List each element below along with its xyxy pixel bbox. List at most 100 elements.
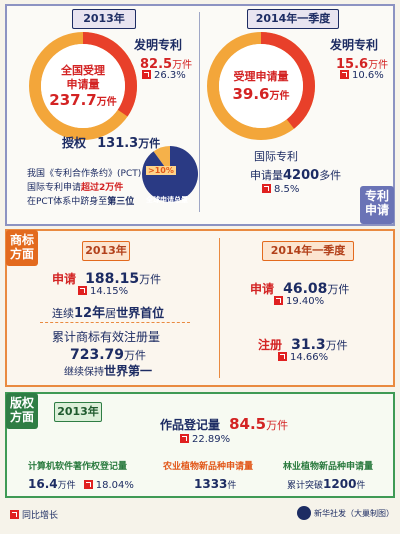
patent-2013-pct-l3b: 第三位 (107, 197, 135, 207)
trademark-2013-reg-label: 累计商标有效注册量 (52, 330, 161, 344)
copyright-software-growth: 18.04% (95, 480, 134, 491)
copyright-tag: 版权方面 (6, 393, 38, 429)
patent-2013-grant-label: 授权 (62, 136, 87, 150)
copyright-software-value: 16.4 (28, 477, 58, 491)
trademark-2013-reg-value: 723.79 (70, 347, 125, 363)
footer-legend-label: 同比增长 (22, 511, 59, 521)
patent-2014-intl-growth: 8.5% (274, 184, 300, 195)
patent-tag: 专利申请 (360, 186, 394, 224)
patent-2013-invent-value-row: 82.5万件 (140, 53, 192, 72)
patent-2013-grant-row: 授权 131.3万件 (62, 132, 160, 151)
patent-2014-intl-l2: 申请量4200多件 (250, 164, 341, 183)
patent-2013-ring-value-row: 237.7万件 (27, 90, 139, 109)
copyright-forest-value: 1200 (323, 477, 357, 491)
patent-divider (199, 12, 200, 212)
copyright-software-title: 计算机软件著作权登记量 (28, 462, 128, 472)
patent-2013-pct-l2: 国际专利申请超过2万件 (27, 180, 123, 193)
patent-2013-pct-l1: 我国《专利合作条约》(PCT) (27, 169, 142, 179)
trademark-2013-apply-label: 申请 (52, 272, 77, 286)
patent-2013-invent-growth-row: 26.3% (142, 70, 186, 81)
copyright-forest-row: 累计突破1200件 (287, 473, 365, 492)
copyright-software-row: 16.4万件 18.04% (28, 473, 134, 492)
trademark-2013-year: 2013年 (82, 241, 130, 261)
growth-up-icon (180, 434, 189, 443)
patent-2013-ring-value: 237.7 (49, 91, 97, 109)
growth-up-icon (340, 70, 349, 79)
copyright-works-row: 作品登记量 84.5万件 (160, 414, 288, 433)
footer-credit: 新华社发（大巢制图） (314, 509, 394, 518)
trademark-2014-year: 2014年一季度 (262, 241, 354, 261)
trademark-2013-keep-row: 继续保持世界第一 (64, 362, 152, 379)
growth-up-icon (142, 70, 151, 79)
growth-up-icon (262, 184, 271, 193)
copyright-software-growth-row: 18.04% (83, 480, 134, 491)
copyright-forest-unit: 件 (356, 481, 366, 491)
trademark-2013-rank-c: 居 (105, 307, 117, 320)
trademark-2014-apply-unit: 万件 (327, 283, 350, 296)
copyright-works-growth-row: 22.89% (180, 434, 230, 445)
copyright-works-unit: 万件 (266, 419, 289, 432)
copyright-plant-title: 农业植物新品种申请量 (163, 462, 254, 472)
patent-2014-intl-growth-row: 8.5% (262, 184, 299, 195)
patent-2013-invent-unit: 万件 (172, 60, 193, 71)
trademark-2014-reg-row: 注册 31.3万件 (258, 334, 348, 353)
patent-2014-year: 2014年一季度 (247, 9, 339, 29)
patent-2013-invent-growth: 26.3% (154, 70, 186, 81)
trademark-2013-apply-row: 申请 188.15万件 (52, 268, 161, 287)
patent-2013-pct-l3a: 在PCT体系中跻身至 (27, 197, 108, 207)
patent-2013-invent-title: 发明专利 (134, 38, 183, 52)
patent-2014-invent-unit: 万件 (368, 60, 389, 71)
trademark-2013-reg-unit: 万件 (124, 349, 147, 362)
copyright-forest-title: 林业植物新品种申请量 (283, 462, 374, 472)
trademark-2013-apply-value: 188.15 (85, 271, 140, 287)
patent-2014-ring (207, 32, 315, 140)
trademark-divider (219, 238, 220, 378)
patent-2013-pct-l2b: 超过2万件 (81, 183, 124, 193)
trademark-2014-reg-value: 31.3 (291, 337, 326, 353)
patent-2013-ring-l2: 申请量 (66, 78, 100, 91)
trademark-2014-reg-label: 注册 (258, 338, 283, 352)
growth-up-icon (274, 296, 283, 305)
trademark-2013-separator (40, 322, 190, 323)
copyright-plant-row: 1333件 (194, 473, 236, 492)
xinhua-logo (297, 506, 311, 520)
copyright-software-unit: 万件 (57, 481, 76, 491)
patent-2013-ring (29, 32, 137, 140)
copyright-plant-value: 1333 (194, 477, 228, 491)
patent-2013-ring-l1: 全国受理 (61, 64, 105, 77)
trademark-2014-apply-growth: 19.40% (286, 296, 325, 307)
trademark-2013-rank-a: 连续 (52, 307, 74, 320)
trademark-2013-apply-unit: 万件 (139, 273, 162, 286)
patent-2013-invent-value: 82.5 (140, 57, 173, 72)
trademark-2013-rank-b: 12年 (74, 306, 106, 321)
trademark-2013-keep-a: 继续保持 (64, 367, 104, 378)
patent-2013-pct-l3: 在PCT体系中跻身至第三位 (27, 194, 134, 207)
patent-2014-intl-l2a: 申请量 (250, 169, 283, 182)
patent-2013-ring-unit: 万件 (96, 97, 117, 108)
pie-caption: 全球申请总量 (146, 196, 188, 204)
trademark-2014-reg-unit: 万件 (325, 339, 348, 352)
trademark-2014-reg-growth-row: 14.66% (278, 352, 328, 363)
patent-2014-ring-unit: 万件 (269, 91, 290, 102)
copyright-forest-a: 累计突破 (287, 481, 324, 491)
trademark-2013-rank-row: 连续12年居世界首位 (52, 302, 164, 321)
trademark-2013-apply-growth: 14.15% (90, 286, 129, 297)
patent-2014-intl-l2c: 多件 (319, 169, 342, 182)
trademark-2013-rank-d: 世界首位 (116, 306, 165, 320)
trademark-2014-apply-growth-row: 19.40% (274, 296, 324, 307)
patent-2014-invent-growth-row: 10.6% (340, 70, 384, 81)
copyright-works-value: 84.5 (229, 415, 267, 433)
patent-2014-ring-value-row: 39.6万件 (205, 84, 317, 103)
trademark-2014-apply-row: 申请 46.08万件 (250, 278, 349, 297)
copyright-works-growth: 22.89% (192, 434, 231, 445)
patent-2014-invent-title: 发明专利 (330, 38, 379, 52)
trademark-2013-reg-value-row: 723.79万件 (70, 344, 146, 363)
patent-2014-invent-growth: 10.6% (352, 70, 384, 81)
copyright-plant-unit: 件 (227, 481, 237, 491)
patent-2014-intl-l1: 国际专利 (254, 150, 298, 163)
trademark-2013-apply-growth-row: 14.15% (78, 286, 128, 297)
growth-up-icon (10, 510, 19, 519)
patent-2013-grant-value: 131.3 (97, 136, 139, 151)
copyright-works-label: 作品登记量 (160, 418, 221, 432)
patent-2013-grant-unit: 万件 (138, 137, 161, 150)
